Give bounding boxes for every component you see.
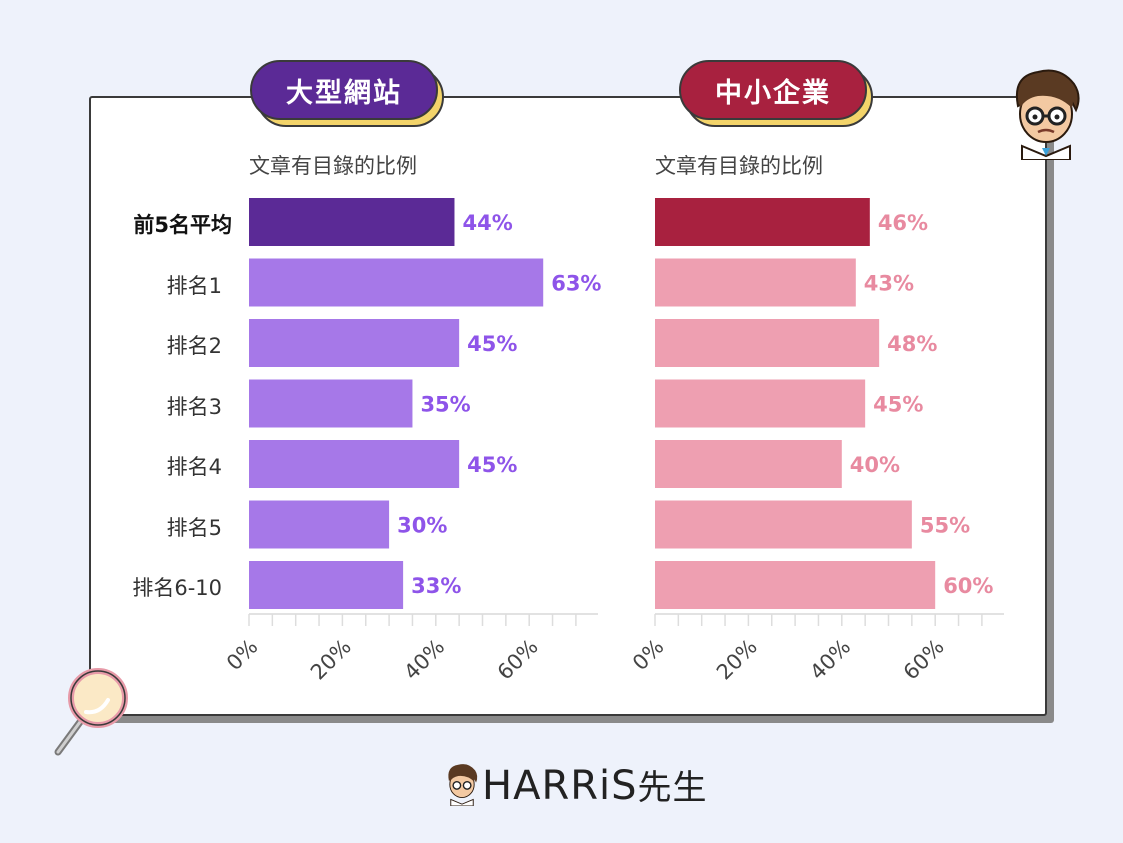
avatar-icon — [1016, 69, 1080, 160]
left-value-label-2: 45% — [467, 332, 517, 356]
right-title: 中小企業 — [679, 60, 867, 120]
right-x-tick-label-0: 0% — [628, 635, 669, 676]
row-label-rank2: 排名2 — [166, 334, 222, 358]
right-value-label-6: 60% — [943, 574, 993, 598]
row-label-rank4: 排名4 — [166, 455, 222, 479]
left-bar-6 — [249, 561, 404, 609]
left-bar-2 — [249, 319, 460, 367]
left-bar-3 — [249, 379, 413, 428]
chart-card — [89, 96, 1047, 716]
magnifier-icon — [54, 668, 128, 756]
left-bar-0 — [249, 198, 455, 246]
right-bar-6 — [655, 561, 936, 609]
left-value-label-5: 30% — [397, 514, 447, 538]
left-bar-4 — [249, 440, 460, 488]
right-bar-5 — [655, 500, 912, 549]
brand-suffix: 先生 — [637, 768, 708, 808]
left-title-badge: 大型網站 — [250, 60, 444, 127]
left-bar-5 — [249, 500, 390, 549]
right-value-label-5: 55% — [920, 514, 970, 538]
right-subtitle: 文章有目錄的比例 — [655, 154, 823, 178]
left-value-label-0: 44% — [462, 211, 512, 235]
right-bar-0 — [655, 198, 870, 246]
left-value-label-6: 33% — [411, 574, 461, 598]
right-x-tick-label-3: 60% — [899, 635, 949, 685]
row-label-rank3: 排名3 — [166, 395, 222, 419]
right-x-tick-label-2: 40% — [805, 635, 855, 685]
brand-logo: HARRiS先生 — [482, 760, 708, 809]
row-label-average: 前5名平均 — [133, 213, 232, 237]
right-value-label-0: 46% — [878, 211, 928, 235]
right-title-badge: 中小企業 — [679, 60, 873, 127]
right-value-label-4: 40% — [850, 453, 900, 477]
right-value-label-1: 43% — [864, 272, 914, 296]
right-x-tick-label-1: 20% — [712, 635, 762, 685]
row-label-rank5: 排名5 — [166, 516, 222, 540]
left-value-label-4: 45% — [467, 453, 517, 477]
brand-name: HARRiS — [482, 763, 638, 809]
right-value-label-2: 48% — [887, 332, 937, 356]
brand-avatar-icon — [448, 764, 478, 806]
right-bar-2 — [655, 319, 880, 367]
row-label-rank1: 排名1 — [166, 274, 222, 298]
left-bar-1 — [249, 258, 544, 307]
right-bar-1 — [655, 258, 856, 307]
right-bar-4 — [655, 440, 842, 488]
right-bar-3 — [655, 379, 866, 428]
left-title: 大型網站 — [250, 60, 438, 120]
right-value-label-3: 45% — [873, 393, 923, 417]
left-value-label-3: 35% — [420, 393, 470, 417]
left-subtitle: 文章有目錄的比例 — [249, 154, 417, 178]
left-value-label-1: 63% — [551, 272, 601, 296]
row-label-rank6-10: 排名6-10 — [132, 576, 222, 600]
